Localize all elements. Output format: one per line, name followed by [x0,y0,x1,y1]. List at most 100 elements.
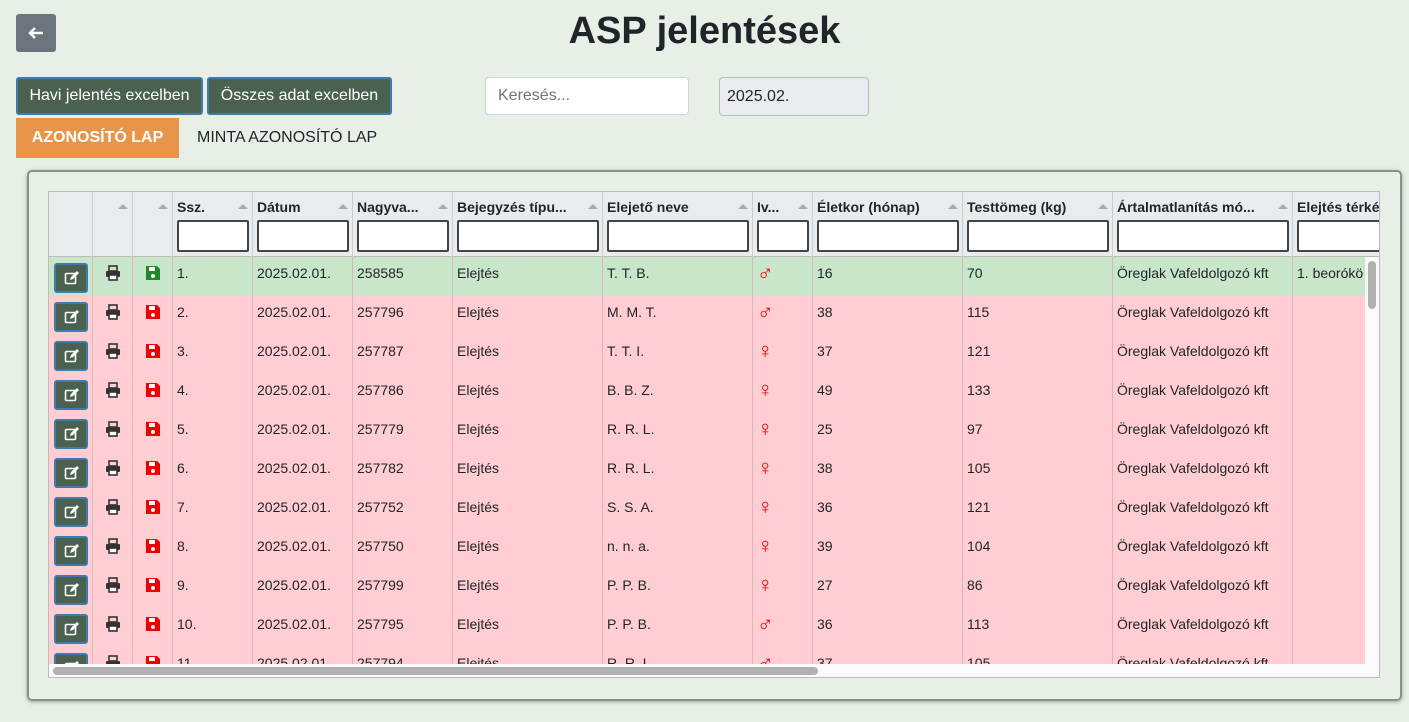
cell-border [963,257,1113,296]
column-filter[interactable] [457,220,599,252]
cell-border [173,413,253,452]
edit-button[interactable] [54,458,88,488]
print-button[interactable] [93,647,133,664]
save-button[interactable] [133,374,173,413]
cell-border [133,374,173,413]
print-button[interactable] [93,530,133,569]
column-filter[interactable] [357,220,449,252]
save-button[interactable] [133,257,173,296]
save-button[interactable] [133,608,173,647]
print-button[interactable] [93,491,133,530]
column-filter[interactable] [1117,220,1289,252]
table-cell: Öreglak Vafeldolgozó kft [1117,460,1269,476]
print-icon [106,304,120,320]
column-filter[interactable] [817,220,959,252]
table-cell: 27 [817,577,833,593]
cell-border [93,608,133,647]
save-button[interactable] [133,413,173,452]
cell-border [813,335,963,374]
column-filter[interactable] [967,220,1109,252]
cell-border [813,374,963,413]
cell-border [353,530,453,569]
cell-border [49,569,93,608]
save-button[interactable] [133,335,173,374]
vertical-scroll-thumb[interactable] [1368,261,1376,309]
tab-active[interactable]: AZONOSÍTÓ LAP [16,118,179,158]
sex-symbol: ♀ [757,533,774,558]
column-filter[interactable] [257,220,349,252]
table-row: 6. 2025.02.01. 257782 Elejtés R. R. L. ♀ 38 105… [49,452,1365,491]
print-button[interactable] [93,413,133,452]
cell-border [963,452,1113,491]
cell-border [173,569,253,608]
edit-button[interactable] [54,497,88,527]
horizontal-scroll-thumb[interactable] [53,667,818,675]
print-button[interactable] [93,452,133,491]
edit-icon [64,622,79,636]
table-cell: 7. [177,499,189,515]
column-filter[interactable] [177,220,249,252]
header-cell: Iv... [753,192,813,257]
print-button[interactable] [93,374,133,413]
print-button[interactable] [93,569,133,608]
search-input[interactable]: Keresés... [485,77,689,115]
cell-border [753,413,813,452]
column-filter[interactable] [757,220,809,252]
print-button[interactable] [93,257,133,296]
header-cell: Ártalmatlanítás mó... [1113,192,1293,257]
date-input[interactable]: 2025.02. [719,77,869,116]
save-button[interactable] [133,296,173,335]
cell-border [93,530,133,569]
print-button[interactable] [93,296,133,335]
cell-border [1113,257,1293,296]
column-filter[interactable] [607,220,749,252]
table-cell: B. B. Z. [607,382,654,398]
edit-button[interactable] [54,575,88,605]
table-row: 10. 2025.02.01. 257795 Elejtés P. P. B. ♂ 36 11… [49,608,1365,647]
cell-border [93,452,133,491]
cell-border [49,647,93,664]
edit-button[interactable] [54,653,88,664]
edit-button[interactable] [54,341,88,371]
tab[interactable]: MINTA AZONOSÍTÓ LAP [197,129,378,146]
cell-border [173,608,253,647]
cell-border [93,413,133,452]
save-button[interactable] [133,530,173,569]
back-button[interactable] [16,14,56,52]
print-icon [106,499,120,515]
save-button[interactable] [133,452,173,491]
table-row: 7. 2025.02.01. 257752 Elejtés S. S. A. ♀ 36 121… [49,491,1365,530]
excel-button[interactable]: Havi jelentés excelben [16,77,203,115]
edit-button[interactable] [54,302,88,332]
sort-arrow [158,204,168,209]
print-icon [106,538,120,554]
column-header: Bejegyzés típu... [457,199,567,215]
cell-border [93,491,133,530]
edit-button[interactable] [54,536,88,566]
header-cell [133,192,173,257]
column-filter[interactable] [1297,220,1379,252]
table-cell: 97 [967,421,983,437]
save-button[interactable] [133,491,173,530]
cell-border [813,257,963,296]
cell-border [1113,530,1293,569]
edit-button[interactable] [54,263,88,293]
print-button[interactable] [93,608,133,647]
cell-border [133,530,173,569]
excel-button[interactable]: Összes adat excelben [207,77,392,115]
table-cell: Öreglak Vafeldolgozó kft [1117,616,1269,632]
cell-border [813,647,963,664]
table-cell: T. T. B. [607,265,650,281]
table-cell: 16 [817,265,833,281]
save-button[interactable] [133,647,173,664]
table-cell: 105 [967,655,991,664]
print-button[interactable] [93,335,133,374]
edit-button[interactable] [54,614,88,644]
cell-border [963,491,1113,530]
save-icon [146,344,160,358]
edit-button[interactable] [54,419,88,449]
cell-border [49,296,93,335]
save-button[interactable] [133,569,173,608]
edit-button[interactable] [54,380,88,410]
